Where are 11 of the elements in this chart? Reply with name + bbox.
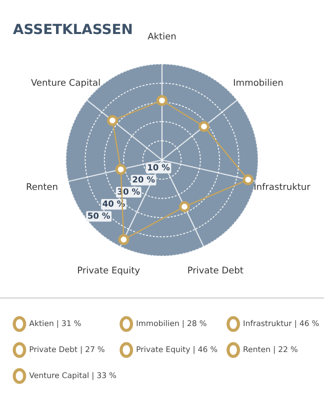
spoke-label: Private Equity xyxy=(78,266,140,276)
chart-title: ASSETKLASSEN xyxy=(13,24,132,34)
y-tick-label: 10 % xyxy=(148,164,170,170)
spoke-label: Venture Capital xyxy=(31,78,100,88)
y-tick-label: 50 % xyxy=(88,212,110,219)
spoke-label: Aktien xyxy=(148,32,176,40)
spoke-label: Private Debt xyxy=(188,266,244,274)
spoke-label: Infrastruktur xyxy=(254,183,310,190)
spoke-label: Renten xyxy=(26,183,58,190)
spoke-label: Immobilien xyxy=(234,78,283,86)
y-tick-label: 20 % xyxy=(132,176,155,183)
